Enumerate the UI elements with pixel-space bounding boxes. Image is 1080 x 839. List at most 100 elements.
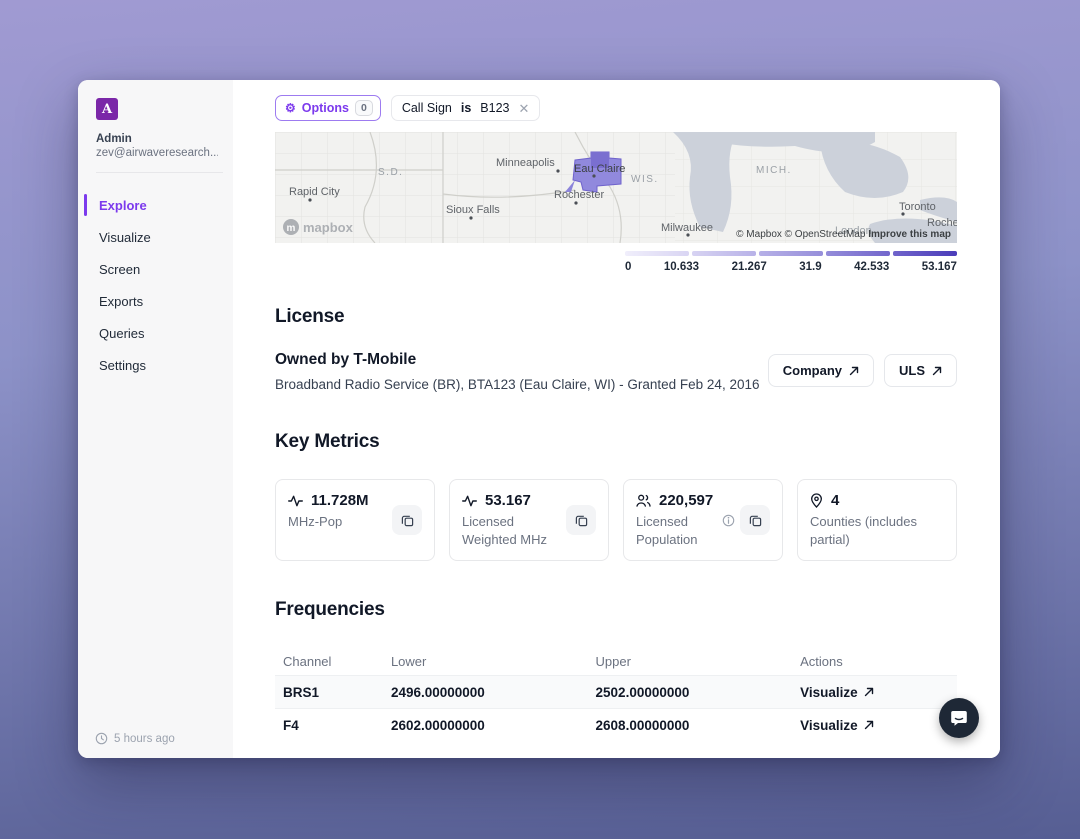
uls-button[interactable]: ULS xyxy=(884,354,957,387)
filter-value: B123 xyxy=(480,101,510,115)
metric-card-mhz-pop: 11.728M MHz-Pop xyxy=(275,479,435,562)
svg-text:mapbox: mapbox xyxy=(303,220,354,235)
license-info: Owned by T-Mobile Broadband Radio Servic… xyxy=(275,351,759,392)
copy-button[interactable] xyxy=(566,505,596,536)
user-email: zev@airwaveresearch.... xyxy=(96,147,218,159)
user-block: Admin zev@airwaveresearch.... xyxy=(96,133,218,159)
map-pin-icon xyxy=(811,493,822,508)
city-label: Eau Claire xyxy=(574,163,625,175)
chat-widget-button[interactable] xyxy=(939,698,979,738)
legend-tick-labels: 0 10.633 21.267 31.9 42.533 53.167 xyxy=(625,261,957,273)
metric-card-licensed-population: 220,597 Licensed Population xyxy=(623,479,783,562)
legend-tick: 0 xyxy=(625,261,632,273)
copy-button[interactable] xyxy=(392,505,422,536)
clock-icon xyxy=(95,732,108,745)
map[interactable]: Rapid City Minneapolis Sioux Falls Roche… xyxy=(275,132,957,243)
metric-label: MHz-Pop xyxy=(288,514,343,529)
city-dots xyxy=(308,169,905,237)
state-label: S.D. xyxy=(378,167,403,178)
city-label: Sioux Falls xyxy=(446,204,500,216)
legend-gradient-bar xyxy=(625,251,957,256)
column-header-upper: Upper xyxy=(595,654,631,670)
city-label: London xyxy=(835,225,872,237)
external-link-icon xyxy=(864,720,873,730)
external-link-icon xyxy=(849,366,859,375)
filter-chip-call-sign[interactable]: Call Sign is B123 ✕ xyxy=(390,95,541,121)
metric-cards: 11.728M MHz-Pop 53.167 Licensed Weig xyxy=(275,479,957,562)
metric-value: 220,597 xyxy=(659,492,714,509)
frequencies-heading: Frequencies xyxy=(275,599,385,621)
city-label: Rapid City xyxy=(289,186,340,198)
license-row: Owned by T-Mobile Broadband Radio Servic… xyxy=(275,351,957,392)
improve-map-link[interactable]: Improve this map xyxy=(868,229,951,240)
copy-icon xyxy=(575,515,587,526)
table-row[interactable]: BRS1 2496.00000000 2502.00000000 Visuali… xyxy=(275,675,957,709)
options-count-badge: 0 xyxy=(354,100,373,116)
map-region-eau-claire[interactable] xyxy=(565,151,622,193)
activity-icon xyxy=(288,495,303,506)
license-heading: License xyxy=(275,306,345,327)
visualize-label: Visualize xyxy=(800,717,858,733)
users-icon xyxy=(636,494,651,507)
info-icon[interactable] xyxy=(722,514,735,527)
metric-label: Licensed Population xyxy=(636,514,698,547)
options-label: Options xyxy=(301,101,349,115)
copy-icon xyxy=(749,515,761,526)
frequencies-table: Channel Lower Upper Actions BRS1 2496.00… xyxy=(275,648,957,741)
chat-bubble-icon xyxy=(951,711,967,726)
table-row[interactable]: F4 2602.00000000 2608.00000000 Visualize xyxy=(275,708,957,741)
logo-letter: A xyxy=(101,101,113,117)
visualize-label: Visualize xyxy=(800,684,858,700)
filter-operator: is xyxy=(460,101,472,115)
visualize-link[interactable]: Visualize xyxy=(800,718,874,733)
external-link-icon xyxy=(864,687,873,697)
legend-tick: 21.267 xyxy=(731,261,767,273)
copy-icon xyxy=(401,515,413,526)
map-attribution: © Mapbox © OpenStreetMap Improve this ma… xyxy=(736,229,951,240)
toolbar: ⚙ Options 0 Call Sign is B123 ✕ xyxy=(275,95,957,121)
license-buttons: Company ULS xyxy=(767,351,957,392)
metric-value: 53.167 xyxy=(485,492,531,509)
sidebar-nav: Explore Visualize Screen Exports Queries… xyxy=(78,189,233,381)
lakes xyxy=(673,132,957,243)
mapbox-logo[interactable]: m mapbox xyxy=(283,219,354,235)
sidebar-item-explore[interactable]: Explore xyxy=(78,189,233,221)
filter-close-icon[interactable]: ✕ xyxy=(518,100,530,116)
metric-card-counties: 4 Counties (includes partial) xyxy=(797,479,957,562)
svg-text:m: m xyxy=(287,223,296,234)
metric-label: Counties (includes partial) xyxy=(810,514,917,547)
legend-tick: 31.9 xyxy=(799,261,822,273)
sidebar-item-settings[interactable]: Settings xyxy=(99,357,146,373)
map-canvas: Rapid City Minneapolis Sioux Falls Roche… xyxy=(275,132,957,243)
state-labels: S.D. WIS. MICH. xyxy=(378,165,790,185)
sidebar-divider xyxy=(96,172,223,173)
license-details: Broadband Radio Service (BR), BTA123 (Ea… xyxy=(275,377,760,392)
city-label: Rochester xyxy=(554,189,604,201)
legend-tick: 10.633 xyxy=(663,261,700,273)
cell-channel: BRS1 xyxy=(283,684,320,700)
company-button-label: Company xyxy=(782,363,842,378)
state-borders xyxy=(275,132,576,243)
filter-field: Call Sign xyxy=(401,101,452,115)
copy-button[interactable] xyxy=(740,505,770,536)
visualize-link[interactable]: Visualize xyxy=(800,685,874,700)
company-button[interactable]: Company xyxy=(767,354,874,387)
last-updated: 5 hours ago xyxy=(95,732,175,745)
cell-upper: 2608.00000000 xyxy=(595,717,690,733)
gear-icon: ⚙ xyxy=(285,101,296,115)
cell-lower: 2496.00000000 xyxy=(390,684,485,700)
sidebar-item-visualize[interactable]: Visualize xyxy=(99,229,151,245)
sidebar: A Admin zev@airwaveresearch.... Explore … xyxy=(78,80,233,758)
map-labels: Rapid City Minneapolis Sioux Falls Roche… xyxy=(289,157,957,237)
user-role: Admin xyxy=(96,133,132,145)
main-content: ⚙ Options 0 Call Sign is B123 ✕ xyxy=(233,80,1000,758)
sidebar-item-screen[interactable]: Screen xyxy=(99,261,141,277)
sidebar-item-queries[interactable]: Queries xyxy=(99,325,145,341)
cell-upper: 2502.00000000 xyxy=(595,684,690,700)
options-button[interactable]: ⚙ Options 0 xyxy=(275,95,381,121)
license-owner: Owned by T-Mobile xyxy=(275,351,417,368)
cell-channel: F4 xyxy=(283,717,299,733)
legend-tick: 53.167 xyxy=(921,261,957,273)
sidebar-item-exports[interactable]: Exports xyxy=(99,293,144,309)
cell-lower: 2602.00000000 xyxy=(390,717,485,733)
